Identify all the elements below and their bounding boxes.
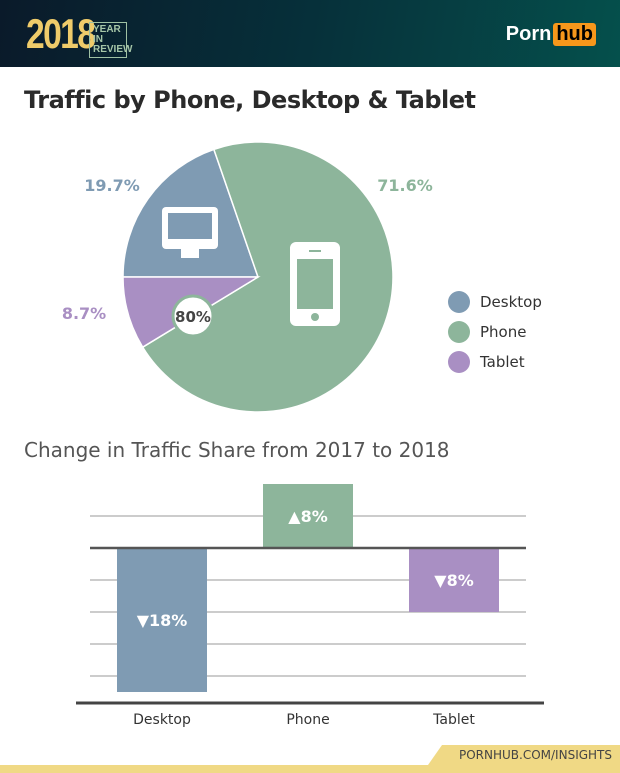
phone-button xyxy=(311,313,319,321)
legend-swatch xyxy=(448,291,470,313)
pie-label-desktop: 19.7% xyxy=(84,176,140,195)
year-in-review-badge: YEAR IN REVIEW xyxy=(89,22,133,58)
brand-logo[interactable]: Porn hub xyxy=(506,23,596,46)
legend-label: Tablet xyxy=(480,353,525,371)
footer-bar xyxy=(0,765,620,773)
legend-label: Desktop xyxy=(480,293,542,311)
bar-phone xyxy=(263,484,353,548)
logo-right: hub xyxy=(553,23,596,46)
legend-item-desktop: Desktop xyxy=(448,287,542,317)
legend-item-phone: Phone xyxy=(448,317,542,347)
bar-tablet xyxy=(409,548,499,612)
logo-left: Porn xyxy=(505,23,552,45)
x-tick-label: Tablet xyxy=(432,712,475,728)
badge-line2: REVIEW xyxy=(93,44,133,55)
pie-label-phone: 71.6% xyxy=(377,176,433,195)
year-logo: 2018 xyxy=(26,10,96,57)
desktop-screen xyxy=(168,213,212,239)
pie-legend: Desktop Phone Tablet xyxy=(448,287,542,377)
phone-screen xyxy=(297,259,333,309)
bar-label-tablet: ▼8% xyxy=(434,571,473,590)
legend-label: Phone xyxy=(480,323,527,341)
bar-label-phone: ▲8% xyxy=(288,507,327,526)
bar-desktop xyxy=(117,548,207,692)
page-title: Traffic by Phone, Desktop & Tablet xyxy=(24,86,476,114)
footer-link[interactable]: PORNHUB.COM/INSIGHTS xyxy=(428,745,620,765)
phone-speaker xyxy=(309,250,321,252)
legend-item-tablet: Tablet xyxy=(448,347,542,377)
badge-line1: YEAR IN xyxy=(93,24,121,45)
legend-swatch xyxy=(448,351,470,373)
annotation-label: 80% xyxy=(175,308,211,326)
pie-slice-phone xyxy=(141,141,394,413)
pie-label-tablet: 8.7% xyxy=(62,304,106,323)
x-tick-label: Desktop xyxy=(133,712,191,728)
bar-label-desktop: ▼18% xyxy=(137,611,188,630)
annotation-badge xyxy=(171,294,215,338)
desktop-stand xyxy=(181,249,199,258)
bar-chart-title: Change in Traffic Share from 2017 to 201… xyxy=(24,438,450,462)
x-tick-label: Phone xyxy=(286,712,329,728)
header-banner: 2018 YEAR IN REVIEW Porn hub xyxy=(0,0,620,67)
legend-swatch xyxy=(448,321,470,343)
